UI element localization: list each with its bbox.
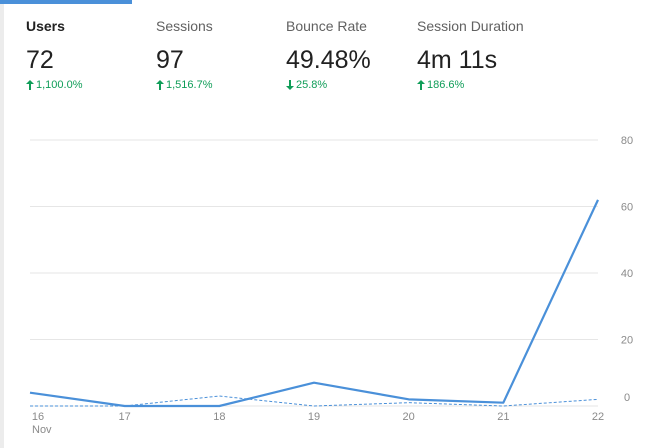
metric-label: Session Duration xyxy=(417,18,524,34)
y-tick-label: 80 xyxy=(621,135,633,147)
metric-value: 4m 11s xyxy=(417,46,498,74)
metric-users[interactable]: Users 72 1,100.0% xyxy=(26,18,82,91)
x-tick-label: 20 xyxy=(403,411,415,423)
y-tick-label: 40 xyxy=(621,268,633,280)
metric-delta: 1,100.0% xyxy=(26,79,82,91)
metric-value: 49.48% xyxy=(286,46,371,74)
arrow-up-icon xyxy=(26,80,34,90)
x-tick-label: 16 xyxy=(32,411,44,423)
metric-value: 72 xyxy=(26,46,54,74)
y-tick-label: 0 xyxy=(624,392,630,404)
y-tick-label: 60 xyxy=(621,202,633,214)
metric-label: Users xyxy=(26,18,65,34)
arrow-down-icon xyxy=(286,80,294,90)
metric-value: 97 xyxy=(156,46,184,74)
metric-session-duration[interactable]: Session Duration 4m 11s 186.6% xyxy=(417,18,524,91)
metric-delta-value: 25.8% xyxy=(296,79,328,91)
left-border xyxy=(0,0,4,448)
metric-label: Bounce Rate xyxy=(286,18,367,34)
active-metric-indicator xyxy=(0,0,132,4)
metric-delta: 25.8% xyxy=(286,79,371,91)
metric-delta: 186.6% xyxy=(417,79,524,91)
metric-delta-value: 186.6% xyxy=(427,79,465,91)
x-tick-label: 19 xyxy=(308,411,320,423)
metric-delta-value: 1,516.7% xyxy=(166,79,213,91)
x-tick-label: 22 xyxy=(592,411,604,423)
x-tick-sublabel: Nov xyxy=(32,424,52,436)
x-tick-label: 18 xyxy=(213,411,225,423)
x-tick-label: 21 xyxy=(497,411,509,423)
metric-label: Sessions xyxy=(156,18,213,34)
metric-delta: 1,516.7% xyxy=(156,79,213,91)
y-tick-label: 20 xyxy=(621,335,633,347)
arrow-up-icon xyxy=(417,80,425,90)
metric-sessions[interactable]: Sessions 97 1,516.7% xyxy=(156,18,213,91)
series-line-users xyxy=(29,199,599,408)
metric-bounce-rate[interactable]: Bounce Rate 49.48% 25.8% xyxy=(286,18,371,91)
x-tick-label: 17 xyxy=(119,411,131,423)
metric-delta-value: 1,100.0% xyxy=(36,79,83,91)
arrow-up-icon xyxy=(156,80,164,90)
